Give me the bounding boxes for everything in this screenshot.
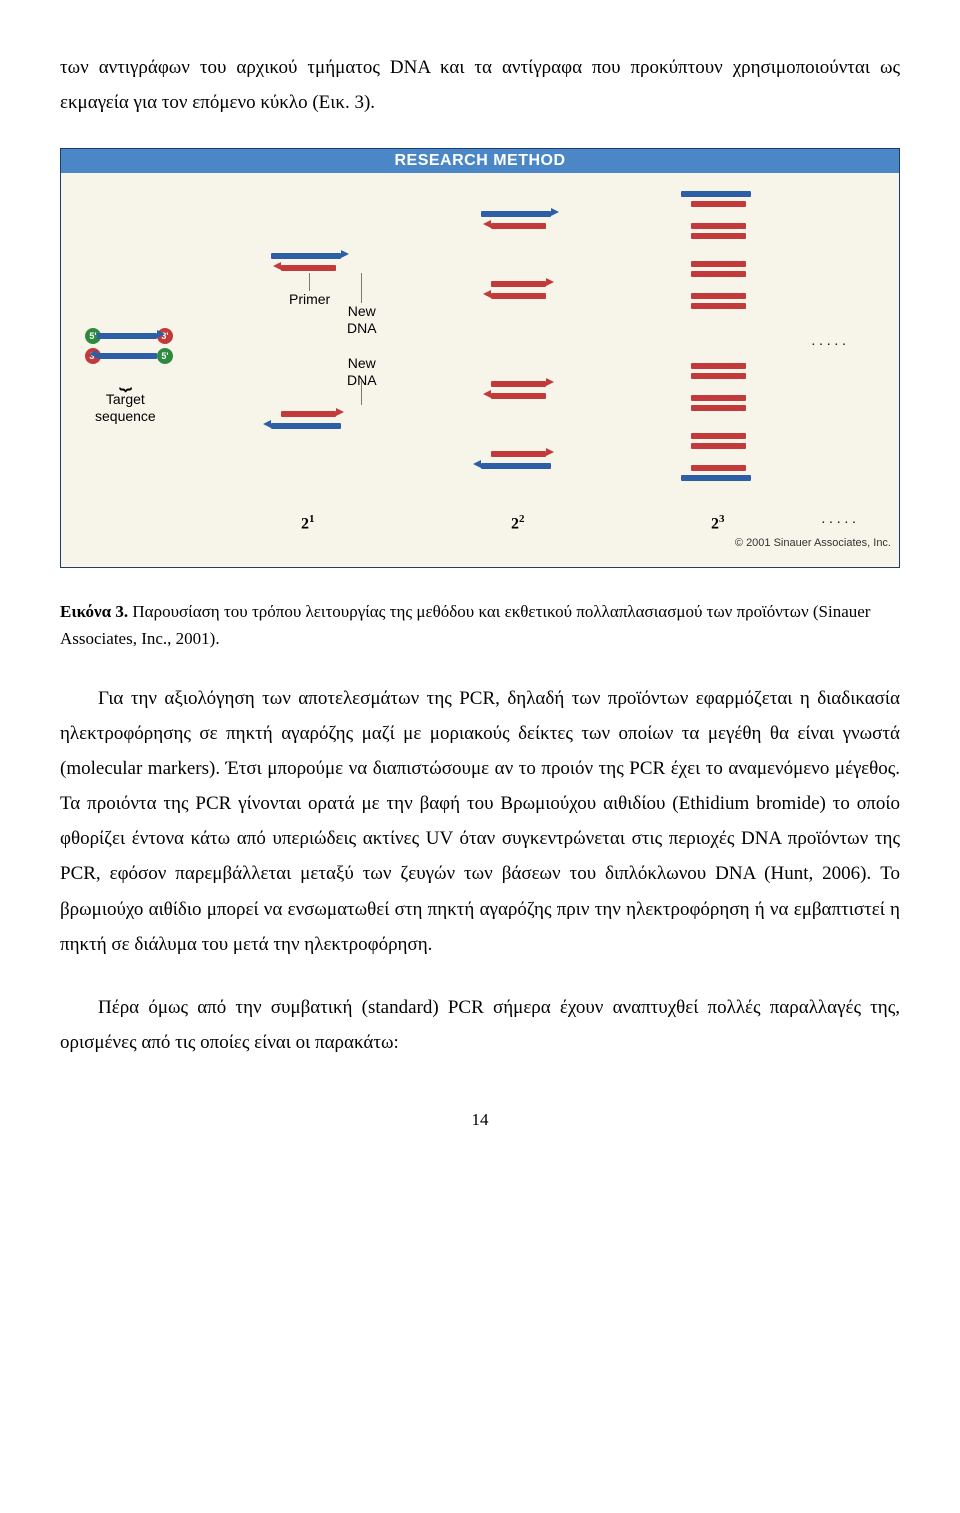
arrowhead [273,262,281,270]
strand [281,411,336,417]
target-sequence-label: Targetsequence [95,391,156,425]
strand [691,293,746,299]
ellipsis-mid: ····· [811,338,849,354]
strand [691,261,746,267]
axis-2-2: 22 [511,513,525,533]
strand [691,223,746,229]
caption-text: Παρουσίαση του τρόπου λειτουργίας της με… [60,602,870,648]
figure-frame: RESEARCH METHOD 5' 3' 3' 5' ⏟ Targetsequ… [60,148,900,568]
figure-body: 5' 3' 3' 5' ⏟ Targetsequence Primer NewD… [61,173,899,553]
arrowhead [483,220,491,228]
strand [491,381,546,387]
strand [97,333,157,339]
axis-2-3: 23 [711,513,725,533]
strand [691,271,746,277]
arrowhead [551,208,559,216]
arrowhead [546,378,554,386]
strand [491,393,546,399]
strand [491,451,546,457]
pointer-line [309,273,310,291]
strand [691,373,746,379]
figure-caption: Εικόνα 3. Παρουσίαση του τρόπου λειτουργ… [60,598,900,652]
arrowhead [341,250,349,258]
strand [681,475,751,481]
strand [691,303,746,309]
strand [691,433,746,439]
caption-number: Εικόνα 3. [60,602,128,621]
arrowhead [89,350,97,358]
figure-3: RESEARCH METHOD 5' 3' 3' 5' ⏟ Targetsequ… [60,148,900,568]
strand [691,443,746,449]
strand [481,211,551,217]
strand [691,201,746,207]
new-dna-label-1: NewDNA [347,303,377,337]
five-prime-dot-b: 5' [157,348,173,364]
arrowhead [157,330,165,338]
strand [491,281,546,287]
pointer-line [361,273,362,303]
strand [681,191,751,197]
strand [271,423,341,429]
body-paragraph-2: Πέρα όμως από την συμβατική (standard) P… [60,990,900,1060]
strand [481,463,551,469]
arrowhead [263,420,271,428]
strand [691,363,746,369]
strand [491,293,546,299]
figure-copyright: © 2001 Sinauer Associates, Inc. [735,537,891,549]
primer-label: Primer [289,291,330,308]
arrowhead [483,290,491,298]
arrowhead [336,408,344,416]
strand [97,353,157,359]
strand [691,395,746,401]
body-paragraph-1: Για την αξιολόγηση των αποτελεσμάτων της… [60,681,900,962]
brace: ⏟ [119,365,132,391]
strand [271,253,341,259]
axis-2-1: 21 [301,513,315,533]
strand [281,265,336,271]
page-number: 14 [60,1110,900,1130]
arrowhead [473,460,481,468]
figure-header-bar: RESEARCH METHOD [61,149,899,173]
strand [691,405,746,411]
arrowhead [546,278,554,286]
strand [691,233,746,239]
new-dna-label-2: NewDNA [347,355,377,389]
intro-paragraph: των αντιγράφων του αρχικού τμήματος DNA … [60,50,900,120]
arrowhead [483,390,491,398]
strand [491,223,546,229]
strand [691,465,746,471]
arrowhead [546,448,554,456]
ellipsis-axis: ····· [821,516,859,532]
